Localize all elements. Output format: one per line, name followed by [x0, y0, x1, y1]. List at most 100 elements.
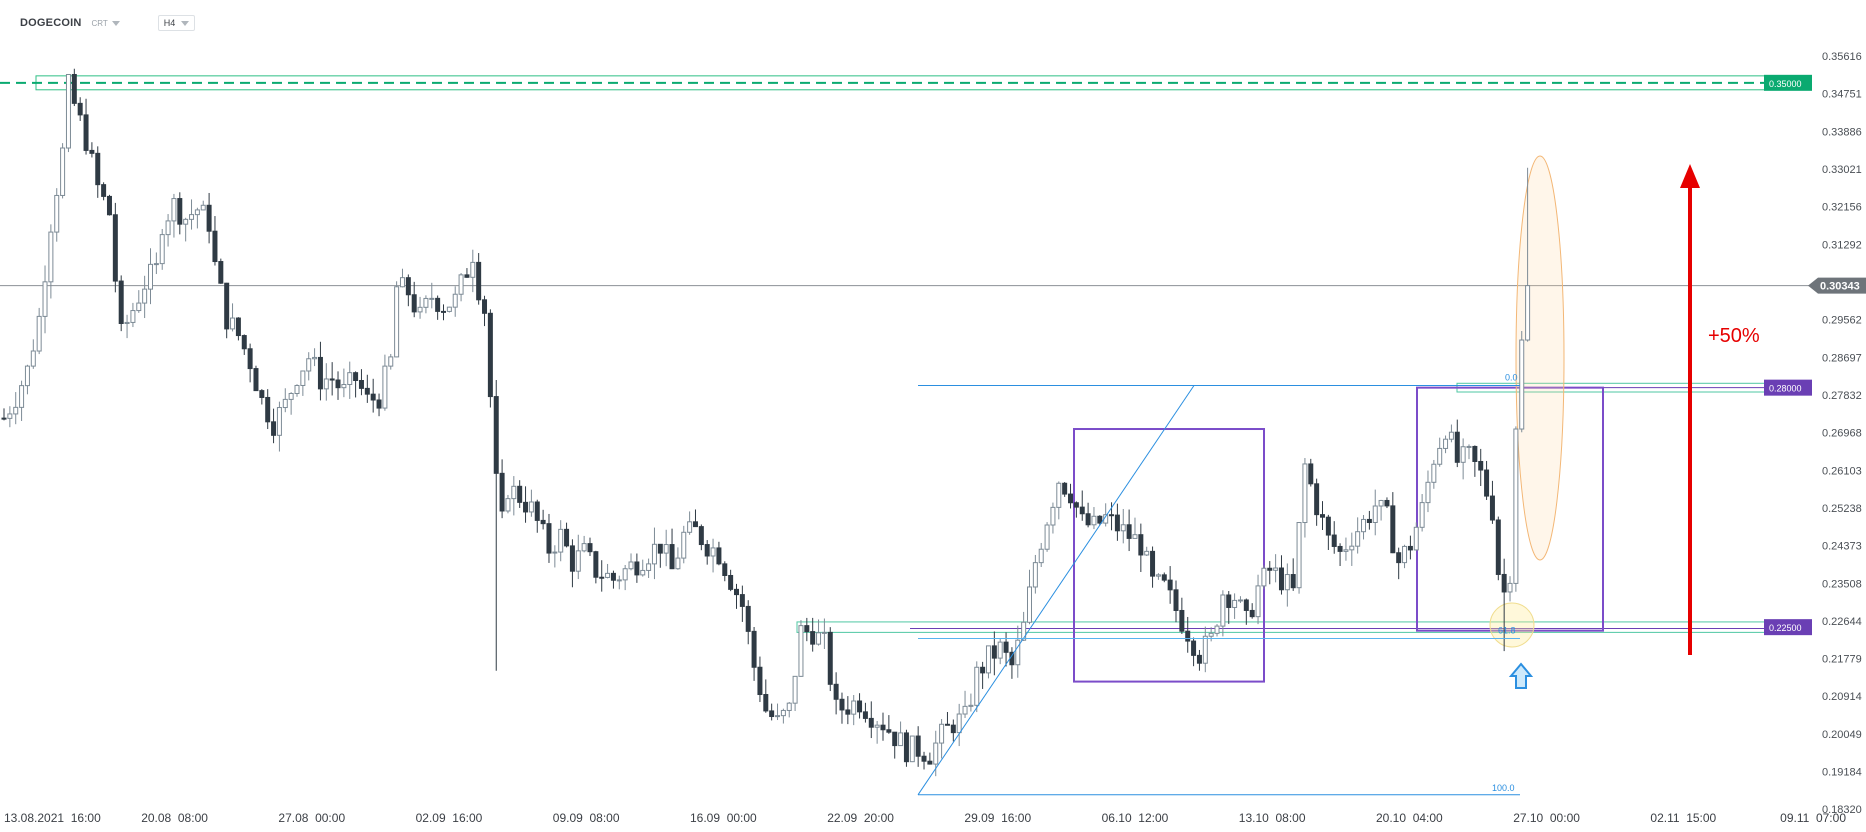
candle-body — [429, 297, 435, 300]
candle-body — [1413, 526, 1419, 551]
candle-body — [423, 297, 429, 308]
candle-body — [65, 73, 71, 149]
price-tick-label: 0.33886 — [1822, 126, 1862, 138]
up-arrow-icon — [1508, 662, 1534, 689]
candle-body — [405, 277, 411, 296]
support-zone — [796, 621, 1782, 633]
candle-body — [1021, 621, 1027, 641]
candle-body — [1120, 524, 1126, 532]
level-tag-028[interactable] — [1764, 379, 1812, 396]
candle-body — [376, 399, 382, 409]
candle-body — [927, 760, 933, 765]
candle-body — [804, 625, 810, 633]
candle-body — [1372, 505, 1378, 523]
level-tag-035[interactable] — [1764, 74, 1812, 91]
candle-body — [1495, 519, 1501, 575]
candle-body — [704, 544, 710, 557]
candle-body — [194, 209, 200, 216]
candle-body — [1003, 641, 1009, 653]
candle-body — [1355, 531, 1361, 547]
candle-body — [605, 572, 611, 578]
candle-body — [968, 704, 974, 707]
candle-body — [534, 501, 540, 521]
candle-body — [358, 379, 364, 389]
candle-body — [36, 315, 42, 352]
annotations-layer: +50% — [1508, 164, 1760, 689]
candle-body — [933, 742, 939, 765]
candle-body — [646, 563, 652, 571]
consolidation-box-left[interactable] — [1073, 428, 1265, 683]
price-tick-label: 0.35616 — [1822, 51, 1862, 63]
current-price-tag — [1808, 277, 1866, 294]
candle-body — [675, 557, 681, 570]
time-tick-label: 20.10 04:00 — [1376, 811, 1443, 825]
candle-body — [30, 350, 36, 367]
candle-body — [739, 594, 745, 607]
candle-body — [892, 731, 898, 747]
candle-body — [394, 286, 400, 358]
candle-body — [915, 735, 921, 757]
fib-trend-line[interactable] — [917, 385, 1195, 796]
consolidation-box-right[interactable] — [1416, 386, 1604, 632]
price-tick-label: 0.18320 — [1822, 804, 1862, 816]
candle-body — [734, 588, 739, 596]
fibonacci-layer: 0.0 61.8 100.0 — [917, 372, 1520, 796]
candle-body — [663, 544, 669, 554]
candle-body — [71, 73, 77, 104]
candle-body — [382, 365, 388, 409]
support-test-highlight — [1489, 602, 1535, 648]
candle-body — [1214, 625, 1220, 634]
candle-body — [1519, 339, 1525, 430]
level-tag-0225[interactable] — [1764, 619, 1812, 636]
candle-body — [956, 713, 962, 734]
candle-body — [230, 317, 236, 330]
price-tick-label: 0.31292 — [1822, 239, 1862, 251]
candle-body — [1443, 438, 1449, 449]
candle-body — [282, 398, 288, 409]
price-tick-label: 0.26968 — [1822, 428, 1862, 440]
candle-body — [810, 631, 816, 645]
candle-body — [364, 387, 370, 395]
candle-body — [939, 723, 945, 744]
candle-body — [1343, 549, 1349, 552]
price-tick-label: 0.32156 — [1822, 202, 1862, 214]
candle-body — [1167, 579, 1173, 591]
symbol-label: DOGECOIN — [20, 17, 82, 29]
time-tick-label: 09.09 08:00 — [553, 811, 620, 825]
candle-body — [523, 501, 529, 513]
candle-body — [42, 281, 48, 317]
candle-body — [780, 709, 786, 717]
market-selector[interactable]: CRT — [92, 19, 120, 28]
candle-body — [148, 263, 153, 290]
candle-body — [775, 715, 781, 718]
price-tick-label: 0.19184 — [1822, 767, 1862, 779]
candle-body — [446, 306, 452, 312]
candle-body — [329, 378, 335, 381]
time-tick-label: 29.09 16:00 — [964, 811, 1031, 825]
candle-body — [581, 543, 587, 552]
candle-body — [751, 630, 757, 668]
candle-body — [944, 723, 950, 726]
candle-body — [1302, 463, 1308, 524]
candle-body — [89, 149, 95, 154]
candle-body — [716, 547, 722, 565]
candle-body — [1507, 582, 1513, 593]
candle-body — [118, 280, 124, 324]
candle-body — [224, 282, 230, 330]
timeframe-selector[interactable]: H4 — [157, 15, 196, 31]
candle-body — [1185, 630, 1191, 642]
candle-body — [1267, 567, 1273, 571]
candle-body — [323, 378, 329, 390]
candle-body — [136, 302, 142, 312]
candle-body — [745, 605, 751, 632]
candle-body — [476, 261, 482, 301]
candle-body — [1366, 518, 1372, 523]
market-label: CRT — [91, 18, 108, 28]
candle-body — [1425, 481, 1431, 504]
candle-body — [470, 261, 476, 278]
candle-body — [1196, 654, 1202, 664]
candle-body — [950, 724, 956, 734]
candle-body — [1320, 514, 1325, 518]
candle-body — [171, 198, 177, 222]
